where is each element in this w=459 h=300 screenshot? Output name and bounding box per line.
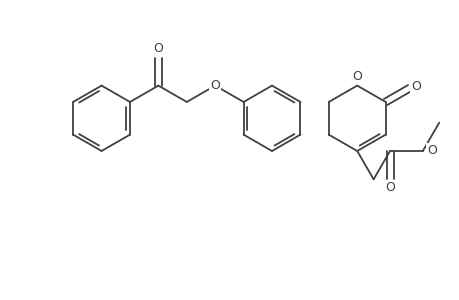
Text: O: O	[411, 80, 421, 93]
Text: O: O	[384, 181, 394, 194]
Text: O: O	[153, 42, 163, 56]
Text: O: O	[352, 70, 361, 83]
Text: O: O	[426, 145, 436, 158]
Text: O: O	[210, 79, 220, 92]
